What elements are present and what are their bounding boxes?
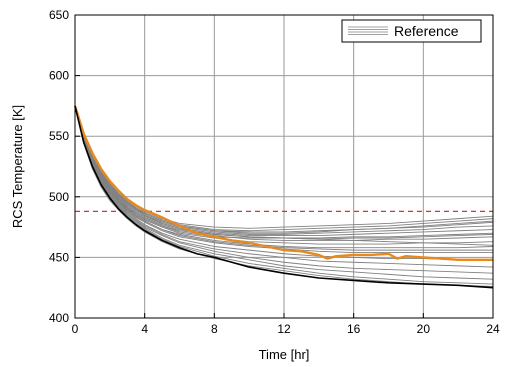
x-tick-label: 8: [211, 322, 218, 336]
series-line: [74, 105, 494, 237]
legend: Reference: [341, 19, 482, 43]
series-layer: [73, 105, 494, 289]
y-tick-label: 600: [49, 69, 69, 83]
y-tick-label: 450: [49, 250, 69, 264]
series-line: [74, 105, 494, 287]
legend-swatch-reference: [348, 26, 388, 35]
x-tick-label: 12: [277, 322, 291, 336]
y-tick-label: 400: [49, 311, 69, 325]
x-tick-label: 16: [347, 322, 361, 336]
x-axis-title: Time [hr]: [259, 347, 310, 362]
series-line: [74, 105, 494, 241]
series-line: [74, 105, 494, 249]
y-tick-label: 500: [49, 190, 69, 204]
series-line: [74, 105, 494, 268]
y-axis-title: RCS Temperature [K]: [10, 105, 25, 228]
legend-label-reference: Reference: [394, 23, 459, 39]
series-line-lowest: [74, 105, 494, 289]
legend-box: [341, 19, 482, 43]
x-tick-label: 0: [72, 322, 79, 336]
ticks: 0 4 8 12 16 20 24 400 450 500 550 600 650: [49, 8, 500, 336]
y-tick-label: 550: [49, 129, 69, 143]
series-line-highlight: [73, 105, 493, 262]
series-line: [74, 105, 493, 251]
series-line: [74, 105, 493, 261]
y-tick-label: 650: [49, 8, 69, 22]
x-tick-label: 4: [141, 322, 148, 336]
x-tick-label: 20: [417, 322, 431, 336]
series-line: [74, 105, 494, 234]
x-tick-label: 24: [486, 322, 500, 336]
series-line: [74, 105, 494, 240]
